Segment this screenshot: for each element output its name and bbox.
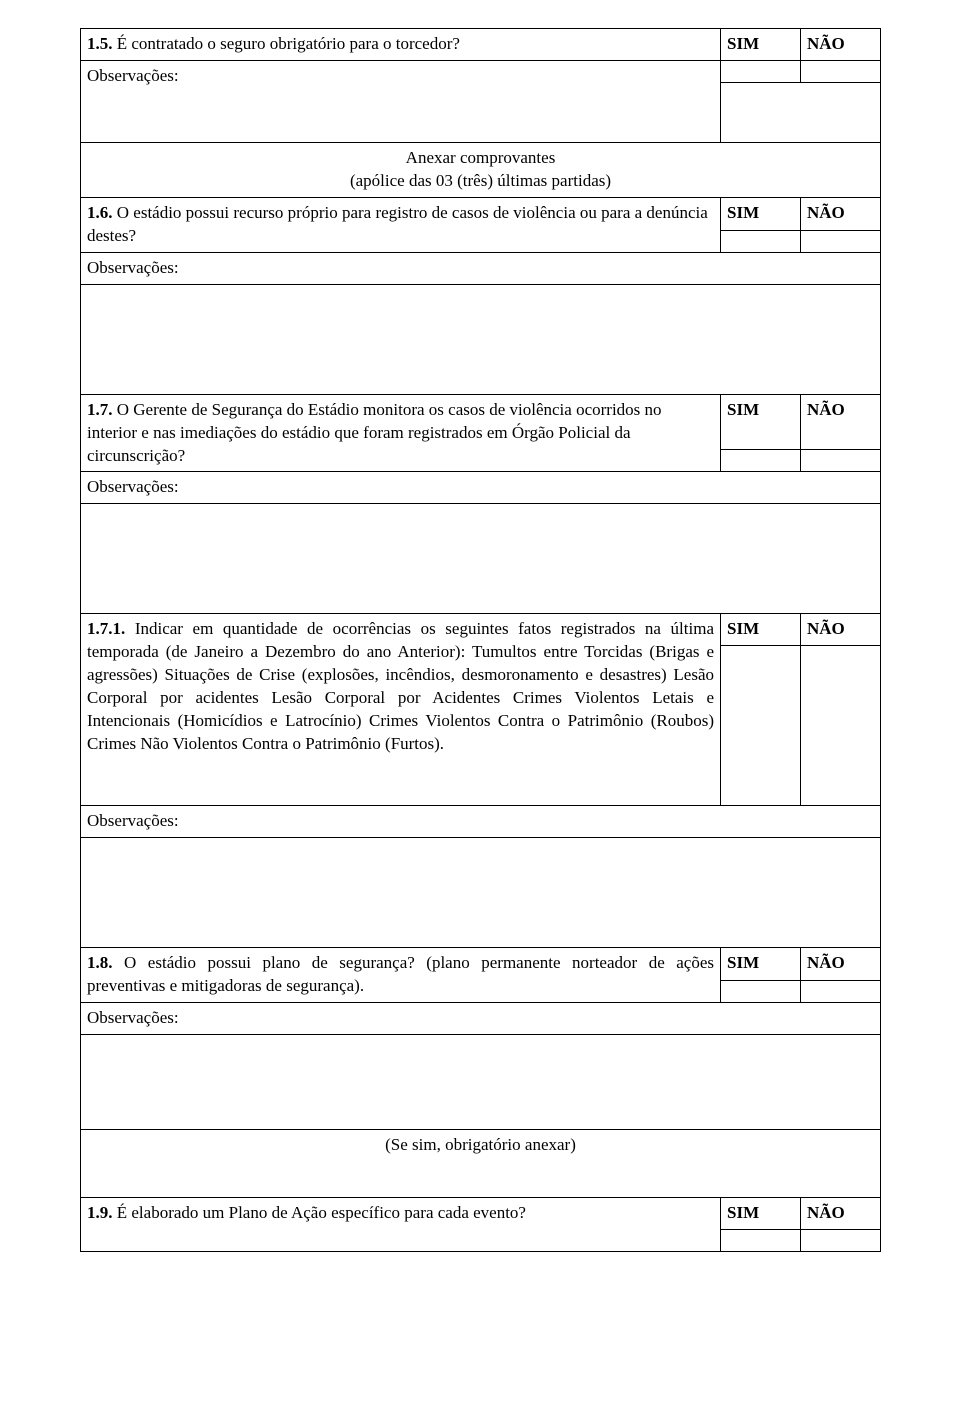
note-cell: Anexar comprovantes (apólice das 03 (trê… [81,142,881,197]
table-row: 1.6. O estádio possui recurso próprio pa… [81,197,881,230]
observacoes-cell: Observações: [81,1003,881,1035]
observacoes-label: Observações: [87,258,179,277]
observacoes-space[interactable] [81,284,881,394]
nao-header: NÃO [801,614,881,646]
question-body: É contratado o seguro obrigatório para o… [117,34,460,53]
document-page: 1.5. É contratado o seguro obrigatório p… [0,0,960,1419]
note-line: (apólice das 03 (três) últimas partidas) [87,170,874,193]
question-number: 1.7. [87,400,113,419]
observacoes-label: Observações: [87,477,179,496]
table-row: Observações: [81,1003,881,1035]
spacer-cell [721,82,881,142]
sim-answer-cell[interactable] [721,1229,801,1251]
observacoes-label: Observações: [87,1008,179,1027]
sim-answer-cell[interactable] [721,450,801,472]
observacoes-cell: Observações: [81,806,881,838]
observacoes-space[interactable] [81,504,881,614]
question-text: 1.9. É elaborado um Plano de Ação especí… [87,1203,526,1222]
nao-answer-cell[interactable] [801,60,881,82]
sim-header: SIM [721,197,801,230]
sim-header: SIM [721,394,801,450]
nao-answer-cell[interactable] [801,230,881,252]
table-row: (Se sim, obrigatório anexar) [81,1130,881,1198]
question-number: 1.7.1. [87,619,125,638]
question-text: 1.7.1. Indicar em quantidade de ocorrênc… [87,619,714,753]
nao-header: NÃO [801,197,881,230]
question-body: O Gerente de Segurança do Estádio monito… [87,400,662,465]
sim-header: SIM [721,1198,801,1230]
table-row: 1.8. O estádio possui plano de segurança… [81,948,881,981]
sim-answer-cell[interactable] [721,646,801,806]
question-number: 1.5. [87,34,113,53]
table-row [81,838,881,948]
question-body: O estádio possui recurso próprio para re… [87,203,708,245]
table-row: 1.5. É contratado o seguro obrigatório p… [81,29,881,61]
question-body: O estádio possui plano de segurança? (pl… [87,953,714,995]
table-row: Observações: [81,472,881,504]
question-body: É elaborado um Plano de Ação específico … [117,1203,526,1222]
sim-header: SIM [721,948,801,981]
table-row [81,504,881,614]
question-cell: 1.8. O estádio possui plano de segurança… [81,948,721,1003]
table-row: Observações: [81,806,881,838]
table-row: Observações: [81,252,881,284]
observacoes-cell: Observações: [81,472,881,504]
nao-header: NÃO [801,948,881,981]
observacoes-cell: Observações: [81,60,721,142]
question-cell: 1.9. É elaborado um Plano de Ação especí… [81,1198,721,1252]
question-text: 1.7. O Gerente de Segurança do Estádio m… [87,400,662,465]
table-row [81,1035,881,1130]
question-cell: 1.7.1. Indicar em quantidade de ocorrênc… [81,614,721,806]
observacoes-space[interactable] [81,838,881,948]
question-text: 1.5. É contratado o seguro obrigatório p… [87,34,460,53]
table-row: 1.7.1. Indicar em quantidade de ocorrênc… [81,614,881,646]
question-cell: 1.7. O Gerente de Segurança do Estádio m… [81,394,721,472]
table-row: Observações: [81,60,881,82]
note-line: (Se sim, obrigatório anexar) [87,1134,874,1157]
question-text: 1.6. O estádio possui recurso próprio pa… [87,203,708,245]
table-row [81,284,881,394]
nao-answer-cell[interactable] [801,450,881,472]
question-cell: 1.5. É contratado o seguro obrigatório p… [81,29,721,61]
table-row: 1.9. É elaborado um Plano de Ação especí… [81,1198,881,1230]
nao-header: NÃO [801,394,881,450]
nao-header: NÃO [801,1198,881,1230]
observacoes-label: Observações: [87,66,179,85]
form-table: 1.5. É contratado o seguro obrigatório p… [80,28,881,1252]
observacoes-space[interactable] [81,1035,881,1130]
nao-answer-cell[interactable] [801,981,881,1003]
question-number: 1.8. [87,953,113,972]
sim-header: SIM [721,614,801,646]
question-text: 1.8. O estádio possui plano de segurança… [87,953,714,995]
sim-answer-cell[interactable] [721,60,801,82]
sim-answer-cell[interactable] [721,230,801,252]
question-number: 1.9. [87,1203,113,1222]
nao-answer-cell[interactable] [801,646,881,806]
sim-header: SIM [721,29,801,61]
question-body: Indicar em quantidade de ocorrências os … [87,619,714,753]
question-number: 1.6. [87,203,113,222]
observacoes-label: Observações: [87,811,179,830]
note-cell: (Se sim, obrigatório anexar) [81,1130,881,1198]
table-row: 1.7. O Gerente de Segurança do Estádio m… [81,394,881,450]
question-cell: 1.6. O estádio possui recurso próprio pa… [81,197,721,252]
table-row: Anexar comprovantes (apólice das 03 (trê… [81,142,881,197]
note-line: Anexar comprovantes [87,147,874,170]
nao-header: NÃO [801,29,881,61]
sim-answer-cell[interactable] [721,981,801,1003]
nao-answer-cell[interactable] [801,1229,881,1251]
observacoes-cell: Observações: [81,252,881,284]
